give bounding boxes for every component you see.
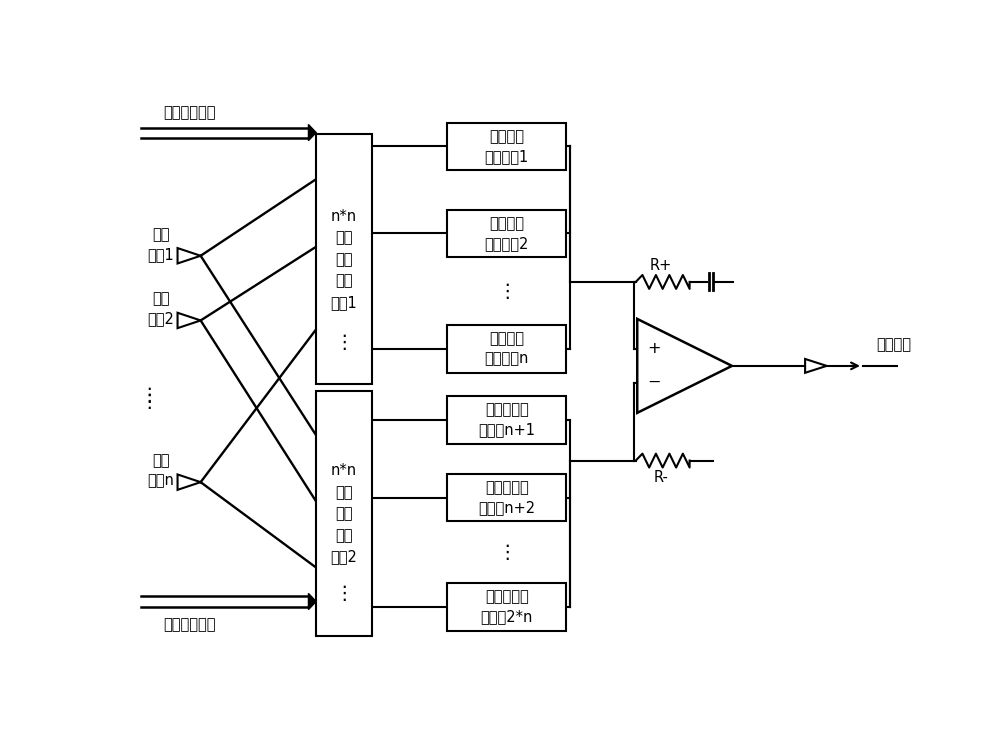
- Text: R-: R-: [654, 470, 669, 485]
- Text: 侧抑制权: 侧抑制权: [489, 216, 524, 231]
- Text: ⋮: ⋮: [497, 542, 516, 562]
- Text: ⋮: ⋮: [334, 333, 354, 352]
- Text: 模拟: 模拟: [335, 230, 353, 245]
- Text: 子电路n+2: 子电路n+2: [478, 500, 535, 515]
- Text: 模拟: 模拟: [152, 291, 169, 307]
- Text: 输入n: 输入n: [147, 473, 174, 488]
- Text: 侧抑制权重: 侧抑制权重: [485, 590, 529, 605]
- Bar: [447, 123, 566, 170]
- Text: 数字信号总线: 数字信号总线: [163, 617, 215, 632]
- Text: ⋮: ⋮: [139, 392, 159, 411]
- Text: ⋮: ⋮: [497, 282, 516, 301]
- Text: 模拟输出: 模拟输出: [876, 337, 911, 352]
- Text: 子电路2*n: 子电路2*n: [481, 610, 533, 624]
- Text: 子电路n+1: 子电路n+1: [478, 422, 535, 437]
- Text: 侧抑制权重: 侧抑制权重: [485, 402, 529, 418]
- Polygon shape: [308, 593, 316, 610]
- Bar: [447, 325, 566, 372]
- Text: 模拟: 模拟: [152, 453, 169, 468]
- Text: 交叉: 交叉: [335, 528, 353, 542]
- Text: n*n: n*n: [331, 463, 357, 478]
- Text: 输入1: 输入1: [147, 247, 174, 262]
- Text: −: −: [647, 375, 661, 390]
- Text: 开关: 开关: [335, 252, 353, 267]
- Text: +: +: [647, 341, 661, 356]
- Text: ⋮: ⋮: [334, 585, 354, 603]
- Text: R+: R+: [650, 257, 672, 273]
- Bar: [316, 134, 372, 384]
- Bar: [316, 391, 372, 636]
- Text: 重子电路2: 重子电路2: [485, 236, 529, 251]
- Bar: [447, 583, 566, 631]
- Bar: [447, 210, 566, 257]
- Text: 数字信号总线: 数字信号总线: [163, 105, 215, 120]
- Text: 模拟: 模拟: [152, 227, 169, 242]
- Polygon shape: [308, 124, 316, 140]
- Text: n*n: n*n: [331, 208, 357, 224]
- Bar: [447, 474, 566, 522]
- Text: 交叉: 交叉: [335, 273, 353, 288]
- Text: 重子电路1: 重子电路1: [485, 149, 529, 164]
- Text: 阵列2: 阵列2: [330, 549, 357, 565]
- Text: 侧抑制权: 侧抑制权: [489, 129, 524, 144]
- Text: 重子电路n: 重子电路n: [485, 352, 529, 367]
- Text: 开关: 开关: [335, 506, 353, 521]
- Text: 阵列1: 阵列1: [330, 295, 357, 310]
- Text: 侧抑制权: 侧抑制权: [489, 331, 524, 347]
- Text: 输入2: 输入2: [147, 311, 174, 327]
- Text: 模拟: 模拟: [335, 485, 353, 500]
- Text: 侧抑制权重: 侧抑制权重: [485, 480, 529, 495]
- Text: ⋮: ⋮: [139, 386, 159, 406]
- Bar: [447, 396, 566, 443]
